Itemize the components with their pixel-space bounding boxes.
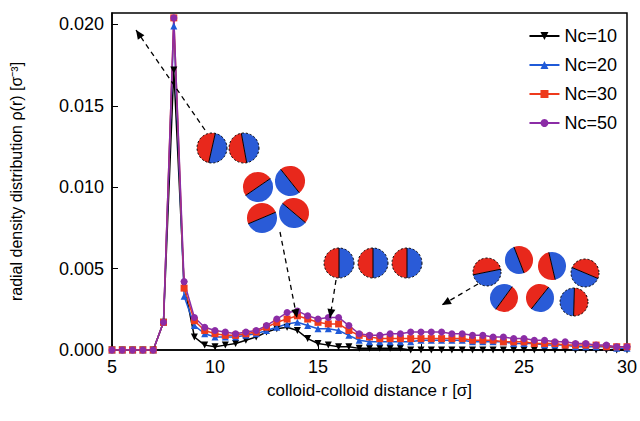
svg-text:Nc=20: Nc=20 xyxy=(564,55,617,75)
svg-text:radial density distribution ρ(: radial density distribution ρ(r) [σ⁻³] xyxy=(8,62,25,301)
svg-text:Nc=10: Nc=10 xyxy=(564,26,617,46)
svg-text:20: 20 xyxy=(411,357,431,377)
svg-text:15: 15 xyxy=(308,357,328,377)
svg-text:0.020: 0.020 xyxy=(59,14,104,34)
svg-text:10: 10 xyxy=(205,357,225,377)
svg-text:5: 5 xyxy=(107,357,117,377)
svg-text:Nc=30: Nc=30 xyxy=(564,84,617,104)
svg-text:0.010: 0.010 xyxy=(59,177,104,197)
svg-text:25: 25 xyxy=(514,357,534,377)
svg-text:Nc=50: Nc=50 xyxy=(564,113,617,133)
svg-text:0.015: 0.015 xyxy=(59,96,104,116)
svg-text:colloid-colloid distance r [σ]: colloid-colloid distance r [σ] xyxy=(267,381,472,400)
svg-text:0.000: 0.000 xyxy=(59,340,104,360)
svg-text:30: 30 xyxy=(617,357,637,377)
svg-text:0.005: 0.005 xyxy=(59,259,104,279)
